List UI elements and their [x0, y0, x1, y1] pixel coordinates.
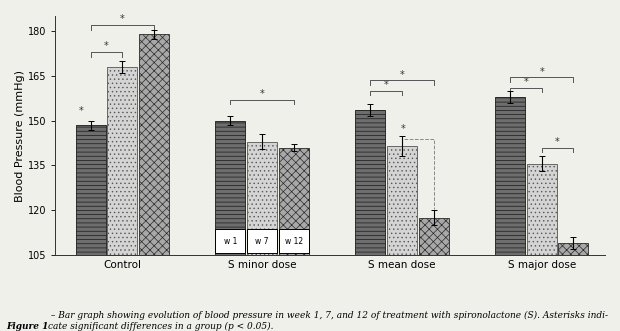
Text: *: * [79, 106, 83, 116]
Text: – Bar graph showing evolution of blood pressure in week 1, 7, and 12 of treatmen: – Bar graph showing evolution of blood p… [48, 311, 608, 331]
Bar [527, 164, 557, 255]
Bar [387, 146, 417, 255]
Bar [278, 229, 309, 253]
Text: *: * [260, 89, 264, 99]
Text: *: * [523, 77, 528, 87]
Bar [247, 229, 277, 253]
Bar [247, 142, 277, 255]
Bar [559, 243, 588, 255]
Text: *: * [399, 70, 404, 79]
Text: w 1: w 1 [224, 237, 237, 246]
Bar [215, 229, 246, 253]
Text: *: * [401, 124, 405, 134]
Text: *: * [104, 41, 108, 51]
Bar [215, 121, 246, 255]
Bar [107, 67, 137, 255]
Text: *: * [384, 80, 389, 90]
Bar [139, 34, 169, 255]
Y-axis label: Blood Pressure (mmHg): Blood Pressure (mmHg) [15, 70, 25, 202]
Bar [76, 125, 105, 255]
Text: w 12: w 12 [285, 237, 303, 246]
Bar [418, 217, 448, 255]
Text: *: * [120, 15, 125, 24]
Text: Figure 1: Figure 1 [6, 322, 48, 331]
Text: *: * [539, 67, 544, 76]
Text: *: * [555, 137, 560, 147]
Bar [495, 97, 525, 255]
Bar [355, 110, 385, 255]
Text: w 7: w 7 [255, 237, 269, 246]
Bar [278, 148, 309, 255]
